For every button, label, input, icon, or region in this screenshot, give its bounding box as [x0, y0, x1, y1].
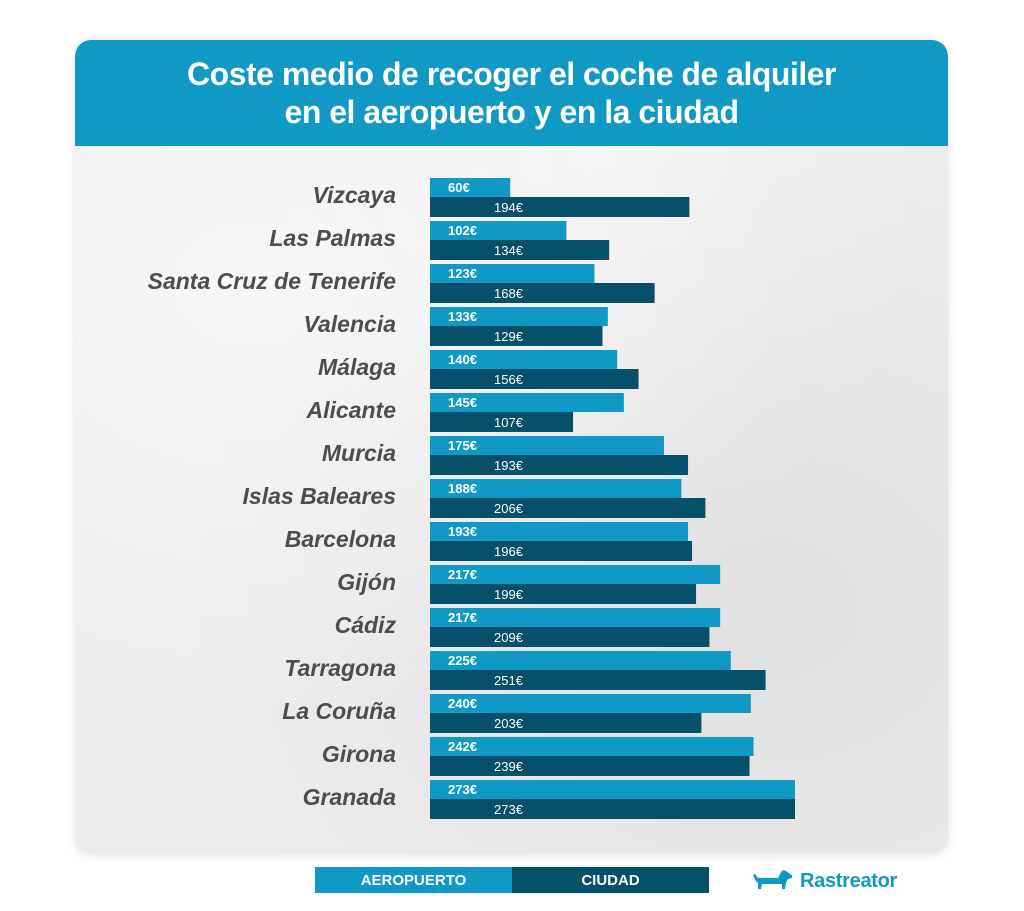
category-label-row-4: Valencia	[304, 311, 397, 337]
bar-ciudad-row-9	[430, 541, 693, 561]
value-label-ciudad-row-9: 196€	[494, 544, 524, 559]
value-label-aeropuerto-row-15: 273€	[448, 782, 477, 797]
category-label-row-1: Vizcaya	[312, 182, 396, 208]
value-label-ciudad-row-4: 129€	[494, 329, 524, 344]
category-label-row-12: Tarragona	[284, 655, 396, 681]
value-label-ciudad-row-15: 273€	[494, 802, 524, 817]
bar-ciudad-row-13	[430, 713, 702, 733]
bar-ciudad-row-5	[430, 369, 639, 389]
value-label-aeropuerto-row-12: 225€	[448, 653, 477, 668]
chart-title-line-1: Coste medio de recoger el coche de alqui…	[187, 56, 836, 92]
value-label-ciudad-row-5: 156€	[494, 372, 524, 387]
value-label-ciudad-row-7: 193€	[494, 458, 524, 473]
bar-ciudad-row-11	[430, 627, 710, 647]
category-label-row-6: Alicante	[306, 397, 397, 423]
bar-aeropuerto-row-3	[430, 264, 595, 283]
chart-title: Coste medio de recoger el coche de alqui…	[187, 55, 836, 131]
bar-aeropuerto-row-1	[430, 178, 511, 197]
category-label-row-5: Málaga	[318, 354, 396, 380]
value-label-aeropuerto-row-7: 175€	[448, 438, 477, 453]
value-label-ciudad-row-11: 209€	[494, 630, 524, 645]
bar-ciudad-row-1	[430, 197, 690, 217]
value-label-ciudad-row-13: 203€	[494, 716, 524, 731]
legend-aeropuerto-label: AEROPUERTO	[360, 871, 467, 889]
value-label-aeropuerto-row-2: 102€	[448, 223, 477, 238]
value-label-aeropuerto-row-13: 240€	[448, 696, 477, 711]
value-label-ciudad-row-10: 199€	[494, 587, 524, 602]
value-label-aeropuerto-row-11: 217€	[448, 610, 477, 625]
value-label-ciudad-row-12: 251€	[494, 673, 524, 688]
value-label-ciudad-row-3: 168€	[494, 286, 524, 301]
legend-aeropuerto: AEROPUERTO	[315, 867, 512, 893]
value-label-aeropuerto-row-9: 193€	[448, 524, 477, 539]
bar-aeropuerto-row-12	[430, 651, 731, 670]
value-label-aeropuerto-row-5: 140€	[448, 352, 477, 367]
bar-aeropuerto-row-15	[430, 780, 795, 799]
category-label-row-15: Granada	[303, 784, 397, 810]
value-label-aeropuerto-row-10: 217€	[448, 567, 477, 582]
value-label-aeropuerto-row-1: 60€	[448, 180, 470, 195]
bar-ciudad-row-7	[430, 455, 689, 475]
bar-chart: Vizcaya 60€ 194€ Las Palmas 102€ 134€ Santa Cr…	[148, 178, 795, 819]
category-label-row-14: Girona	[322, 741, 396, 767]
chart-title-line-2: en el aeropuerto y en la ciudad	[284, 94, 739, 130]
bar-ciudad-row-6	[430, 412, 574, 432]
brand-name: Rastreator	[800, 869, 898, 892]
value-label-aeropuerto-row-3: 123€	[448, 266, 477, 281]
bar-aeropuerto-row-6	[430, 393, 624, 412]
category-label-row-2: Las Palmas	[269, 225, 396, 251]
category-label-row-10: Gijón	[337, 569, 396, 595]
value-label-ciudad-row-2: 134€	[494, 243, 524, 258]
dachshund-dog-icon	[753, 870, 793, 889]
brand-logo: Rastreator	[752, 868, 897, 894]
value-label-ciudad-row-1: 194€	[494, 200, 524, 215]
value-label-aeropuerto-row-14: 242€	[448, 739, 477, 754]
bar-aeropuerto-row-5	[430, 350, 618, 369]
bar-aeropuerto-row-8	[430, 479, 682, 498]
value-label-aeropuerto-row-6: 145€	[448, 395, 477, 410]
bar-ciudad-row-4	[430, 326, 603, 346]
bar-ciudad-row-15	[430, 799, 795, 819]
category-label-row-13: La Coruña	[282, 698, 396, 724]
bar-ciudad-row-10	[430, 584, 697, 604]
value-label-aeropuerto-row-4: 133€	[448, 309, 477, 324]
bar-ciudad-row-14	[430, 756, 750, 776]
category-label-row-8: Islas Baleares	[243, 483, 396, 509]
bar-ciudad-row-2	[430, 240, 610, 260]
bar-aeropuerto-row-9	[430, 522, 689, 541]
bar-aeropuerto-row-4	[430, 307, 608, 326]
value-label-ciudad-row-8: 206€	[494, 501, 524, 516]
value-label-ciudad-row-6: 107€	[494, 415, 524, 430]
bar-ciudad-row-3	[430, 283, 655, 303]
value-label-ciudad-row-14: 239€	[494, 759, 524, 774]
bar-ciudad-row-12	[430, 670, 766, 690]
bar-ciudad-row-8	[430, 498, 706, 518]
legend-ciudad: CIUDAD	[512, 867, 709, 893]
value-label-aeropuerto-row-8: 188€	[448, 481, 477, 496]
bar-aeropuerto-row-2	[430, 221, 567, 240]
legend: AEROPUERTO CIUDAD	[315, 867, 709, 893]
bar-aeropuerto-row-7	[430, 436, 664, 455]
bar-aeropuerto-row-10	[430, 565, 721, 584]
title-bar: Coste medio de recoger el coche de alqui…	[75, 40, 948, 146]
bar-aeropuerto-row-14	[430, 737, 754, 756]
category-label-row-11: Cádiz	[335, 612, 397, 638]
bar-aeropuerto-row-11	[430, 608, 721, 627]
category-label-row-7: Murcia	[322, 440, 396, 466]
category-label-row-9: Barcelona	[285, 526, 396, 552]
category-label-row-3: Santa Cruz de Tenerife	[148, 268, 397, 294]
legend-ciudad-label: CIUDAD	[581, 871, 640, 889]
bar-aeropuerto-row-13	[430, 694, 751, 713]
